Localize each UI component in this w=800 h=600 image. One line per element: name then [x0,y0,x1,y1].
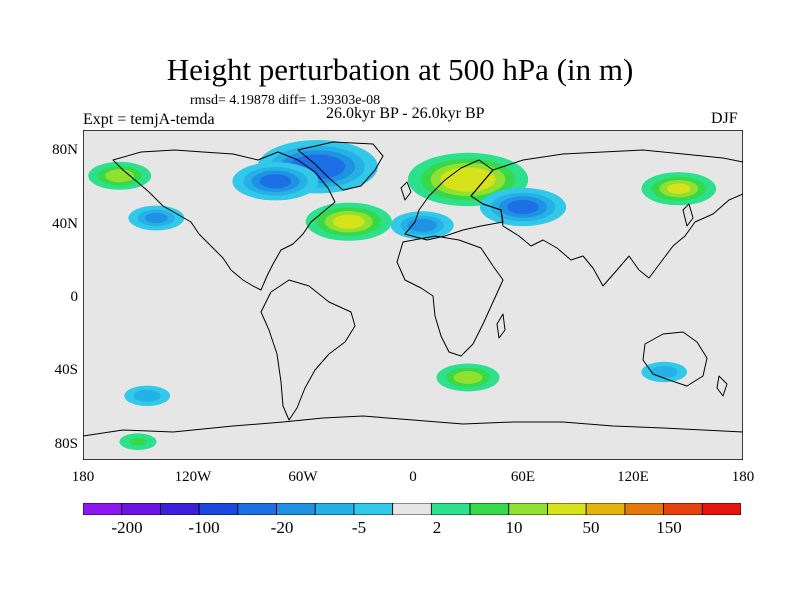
contour-region [133,389,161,402]
colorbar-box [314,503,355,515]
lat-tick-label: 80S [54,436,78,452]
colorbar-box [663,503,703,515]
contour-region [259,174,292,189]
colorbar-label: 2 [432,518,442,537]
colorbar-label: -200 [111,518,143,537]
coastline-asia [470,149,743,287]
lon-tick-label: 60E [510,469,536,485]
colorbar-label: 150 [656,518,682,537]
period-label: 26.0kyr BP - 26.0kyr BP [326,105,485,122]
contour-region [129,437,147,446]
lat-tick-label: 40N [52,216,78,232]
colorbar-box [585,503,626,515]
colorbar-box [198,503,239,515]
colorbar-box [469,503,510,515]
colorbar-label: 10 [505,518,523,537]
lon-tick-label: 120E [617,469,649,485]
colorbar [83,503,741,515]
colorbar-box [160,503,200,515]
contour-region [667,183,691,194]
coastlines [83,141,743,437]
lon-tick-label: 0 [409,469,417,485]
colorbar-box [701,503,741,515]
colorbar-label: -5 [351,518,367,537]
coastline-greenland [297,141,384,191]
lon-tick-label: 180 [731,469,755,485]
colorbar-box [392,503,432,515]
colorbar-label: -20 [270,518,294,537]
coastline-north-america [112,149,336,291]
coastline-australia [642,331,708,387]
coastline-africa [396,235,504,357]
colorbar-box [353,503,394,515]
experiment-label: Expt = temjA-temda [83,111,215,128]
rmsd-diff-text: rmsd= 4.19878 diff= 1.39303e-08 [190,93,381,108]
colorbar-box [237,503,277,515]
contour-region [332,214,365,229]
colorbar-box [121,503,161,515]
colorbar-label: 50 [582,518,600,537]
contour-region [144,212,168,224]
lat-tick-label: 80N [52,142,78,158]
contour-fill-layer [88,140,717,451]
colorbar-box [508,503,548,515]
colorbar-box [83,503,123,515]
contour-region [453,371,483,384]
colorbar-box [547,503,587,515]
colorbar-box [276,503,316,515]
season-label: DJF [711,110,738,127]
contour-region [650,366,678,378]
coastline-antarctica [83,415,743,437]
colorbar-boxes [83,503,741,515]
lon-tick-label: 120W [174,469,212,485]
colorbar-label: -100 [188,518,220,537]
lat-tick-label: 40S [54,362,78,378]
chart-title: Height perturbation at 500 hPa (in m) [166,52,634,87]
height-perturbation-map [83,130,743,460]
lon-tick-label: 60W [288,469,318,485]
contour-region [440,167,496,192]
colorbar-box [430,503,471,515]
colorbar-box [624,503,664,515]
contour-region [105,169,135,183]
coastline-islands [400,181,728,397]
contour-region [507,199,539,215]
lat-tick-label: 0 [70,289,79,305]
coastline-south-america [260,279,356,421]
lon-tick-label: 180 [71,469,95,485]
